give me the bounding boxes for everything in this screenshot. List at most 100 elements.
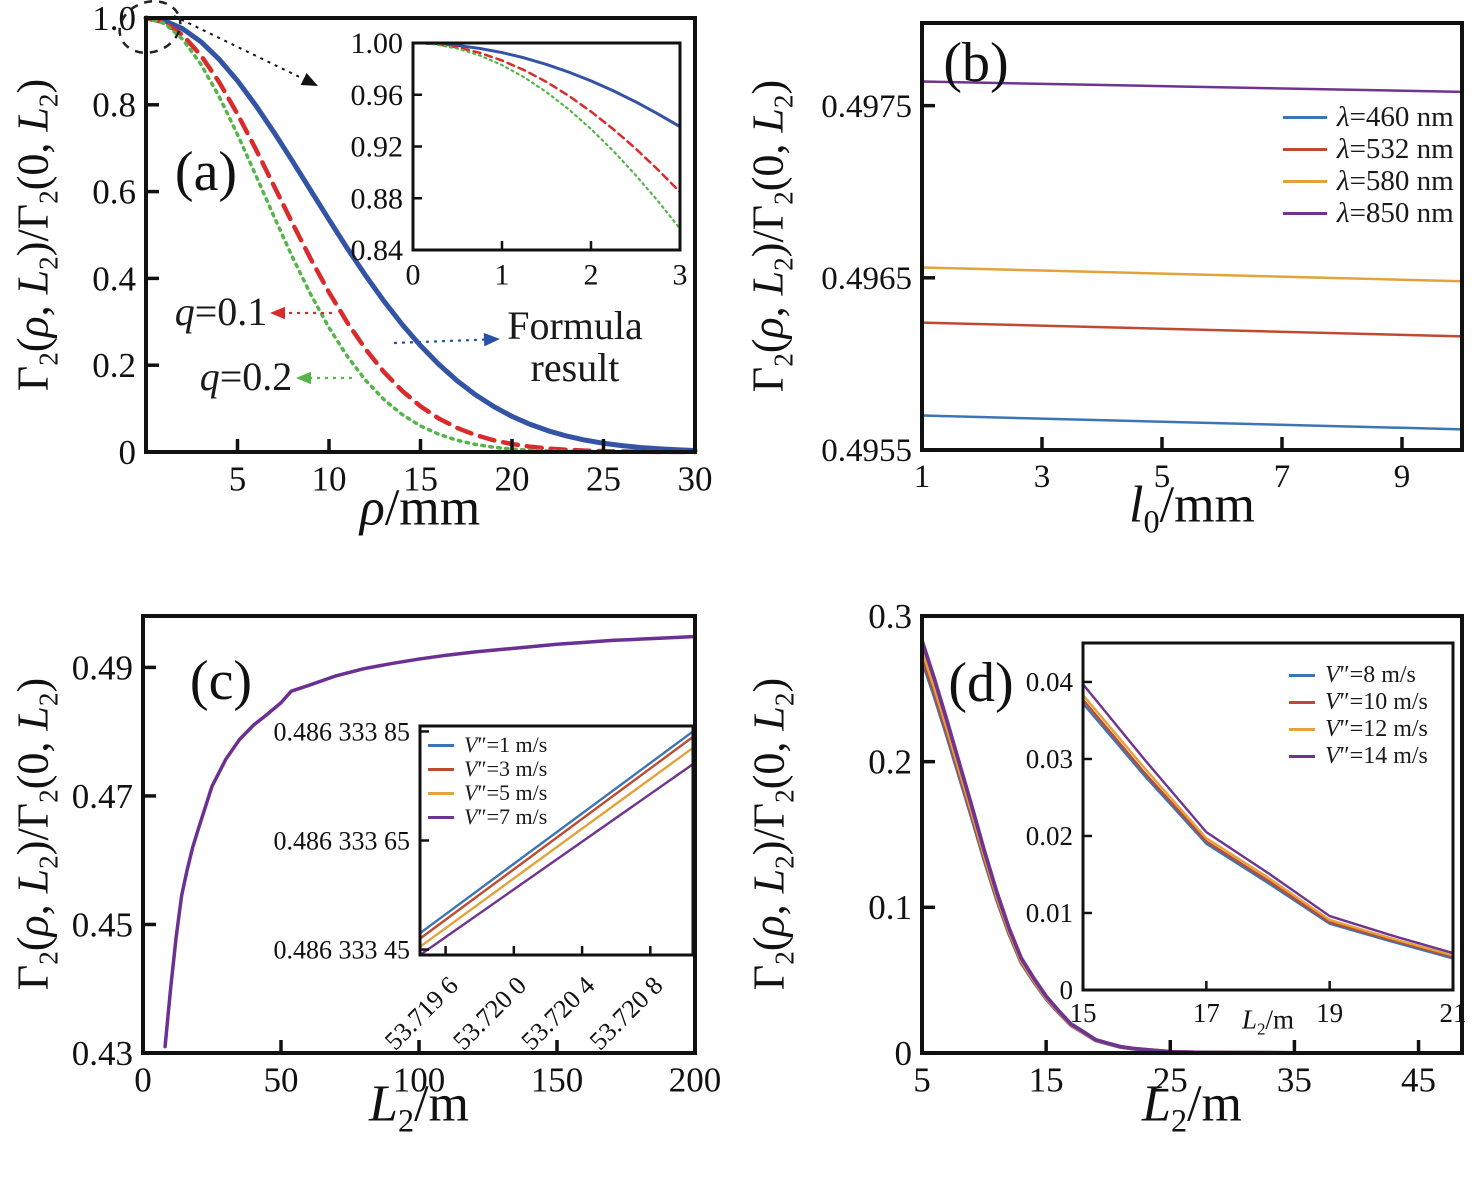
panel-c-y-axis-title: Γ2(ρ, L2)/Γ2(0, L2) (8, 677, 64, 991)
tick-label: 0.8 (92, 86, 136, 125)
legend-swatch (1289, 701, 1315, 704)
legend-label: V″=7 m/s (464, 804, 548, 829)
plot-frame (920, 21, 1464, 452)
tick-label: 45 (1401, 1061, 1436, 1100)
tick-label: 200 (669, 1061, 722, 1100)
legend: λ=460 nm λ=532 nm λ=580 nm λ=850 nm (1283, 101, 1454, 229)
legend-label: V″=5 m/s (464, 780, 548, 805)
series-line-lambda-460nm (920, 414, 1464, 431)
plot-frame (1081, 641, 1455, 992)
annotation-arrowhead (296, 371, 311, 385)
tick-label: 3 (1034, 459, 1051, 495)
annotation-arrowhead (300, 72, 318, 86)
legend-swatch (428, 815, 454, 819)
tick-label: 0.01 (1026, 898, 1073, 928)
series-line-lambda-850nm (920, 80, 1464, 94)
tick-label: 0.4965 (821, 261, 912, 297)
tick-label: 1.0 (92, 0, 136, 38)
legend-item: λ=580 nm (1283, 165, 1454, 197)
tick-label: 0.1 (868, 888, 912, 927)
series-line-v-8ms (1081, 702, 1455, 960)
panel-a: 5 10 15 20 25 30 0 0.2 0.4 0.6 0.8 1.0 0 1 2 3 0.84 0.88 0… (0, 0, 738, 593)
tick-label: 9 (1394, 459, 1411, 495)
tick-label: 1.00 (351, 27, 404, 60)
legend-swatch (428, 743, 454, 747)
tick-label: 0.4975 (821, 89, 912, 125)
tick-label: 0.486 333 45 (274, 935, 411, 964)
tick-label: 150 (531, 1061, 584, 1100)
tick-label: 1 (495, 259, 510, 292)
tick-label: 0.02 (1026, 821, 1073, 851)
tick-label: 0 (406, 259, 421, 292)
series-line-q-0-1 (425, 42, 682, 194)
series-line-v-5ms (418, 746, 695, 949)
series-line-v-3ms (418, 735, 695, 940)
tick-label: 0.4 (92, 259, 136, 298)
tick-label: 0 (895, 1034, 913, 1073)
legend-swatch (1289, 728, 1315, 731)
legend-item: λ=850 nm (1283, 197, 1454, 229)
series-line-v-7ms (418, 762, 695, 957)
panel-b-chart: 1 3 5 7 9 0.4955 0.4965 0.4975 (821, 21, 1464, 495)
panel-d-inset-x-axis-title: L2/m (1242, 1004, 1294, 1039)
panel-d-y-axis-title: Γ2(ρ, L2)/Γ2(0, L2) (744, 677, 800, 991)
tick-label: 15 (1070, 998, 1097, 1028)
plot-frame (411, 41, 682, 252)
tick-label: 0.6 (92, 173, 136, 212)
panel-d-chart: 5 15 25 35 45 0 0.1 0.2 0.3 15 17 19 21 0 0.01 0.02 0.03… (868, 597, 1467, 1100)
tick-label: 7 (1274, 459, 1291, 495)
legend-item: V″=3 m/s (428, 756, 547, 781)
series-line-v-10ms (1081, 698, 1455, 959)
legend-label: V″=10 m/s (1325, 689, 1428, 715)
annotation-text: Formula result (507, 303, 643, 390)
tick-label: 5 (913, 1061, 931, 1100)
legend-label: V″=1 m/s (464, 732, 548, 757)
panel-a-tag: (a) (174, 141, 238, 203)
panel-a-y-axis-title: Γ2(ρ, L2)/Γ2(0, L2) (8, 78, 64, 392)
tick-label: 5 (1154, 459, 1171, 495)
tick-label: 30 (678, 460, 713, 499)
tick-label: 15 (1029, 1061, 1064, 1100)
tick-label: 0.2 (92, 346, 136, 385)
legend-swatch (428, 767, 454, 771)
series-line-q-0-2 (425, 42, 682, 230)
series-line-v-12ms (1081, 693, 1455, 957)
legend-swatch (1283, 211, 1327, 215)
panel-b-y-axis-title: Γ2(ρ, L2)/Γ2(0, L2) (743, 79, 799, 393)
panel-b-x-axis-title: l0/mm (1129, 476, 1255, 540)
tick-label: 21 (1440, 998, 1467, 1028)
tick-label: 0 (134, 1061, 152, 1100)
annotation-arrowhead (270, 306, 285, 320)
legend-label: λ=580 nm (1337, 164, 1454, 197)
legend-swatch (1283, 147, 1327, 151)
tick-label: 20 (495, 460, 530, 499)
legend-item: V″=8 m/s (1289, 662, 1428, 689)
annotation-text: q=0.2 (199, 354, 293, 399)
tick-label: 0.486 333 65 (274, 826, 411, 855)
series-line-v-1ms (418, 730, 695, 935)
tick-label: 0.88 (351, 182, 404, 215)
tick-label: 25 (586, 460, 621, 499)
tick-label: 0.84 (351, 234, 404, 267)
tick-label: 53.720 8 (584, 971, 669, 1056)
tick-label: 0.96 (351, 79, 404, 112)
annotation-arrow-line (173, 15, 305, 80)
tick-label: 0.4955 (821, 433, 912, 469)
tick-label: 50 (264, 1061, 299, 1100)
tick-label: 19 (1316, 998, 1343, 1028)
tick-label: 17 (1193, 998, 1220, 1028)
legend-swatch (428, 791, 454, 795)
plot-frame (920, 614, 1464, 1055)
tick-label: 2 (584, 259, 599, 292)
tick-label: 0.2 (868, 743, 912, 782)
panel-c-x-axis-title: L2/m (369, 1075, 469, 1139)
annotation-ellipse (118, 0, 182, 55)
tick-label: 0 (1060, 975, 1074, 1005)
tick-label: 10 (312, 460, 347, 499)
tick-label: 0.03 (1026, 744, 1073, 774)
tick-label: 1 (914, 459, 931, 495)
annotation-arrow-line (393, 338, 485, 345)
panel-d: 5 15 25 35 45 0 0.1 0.2 0.3 15 17 19 21 0 0.01 0.02 0.03… (738, 593, 1476, 1186)
tick-label: 0.45 (72, 905, 133, 944)
